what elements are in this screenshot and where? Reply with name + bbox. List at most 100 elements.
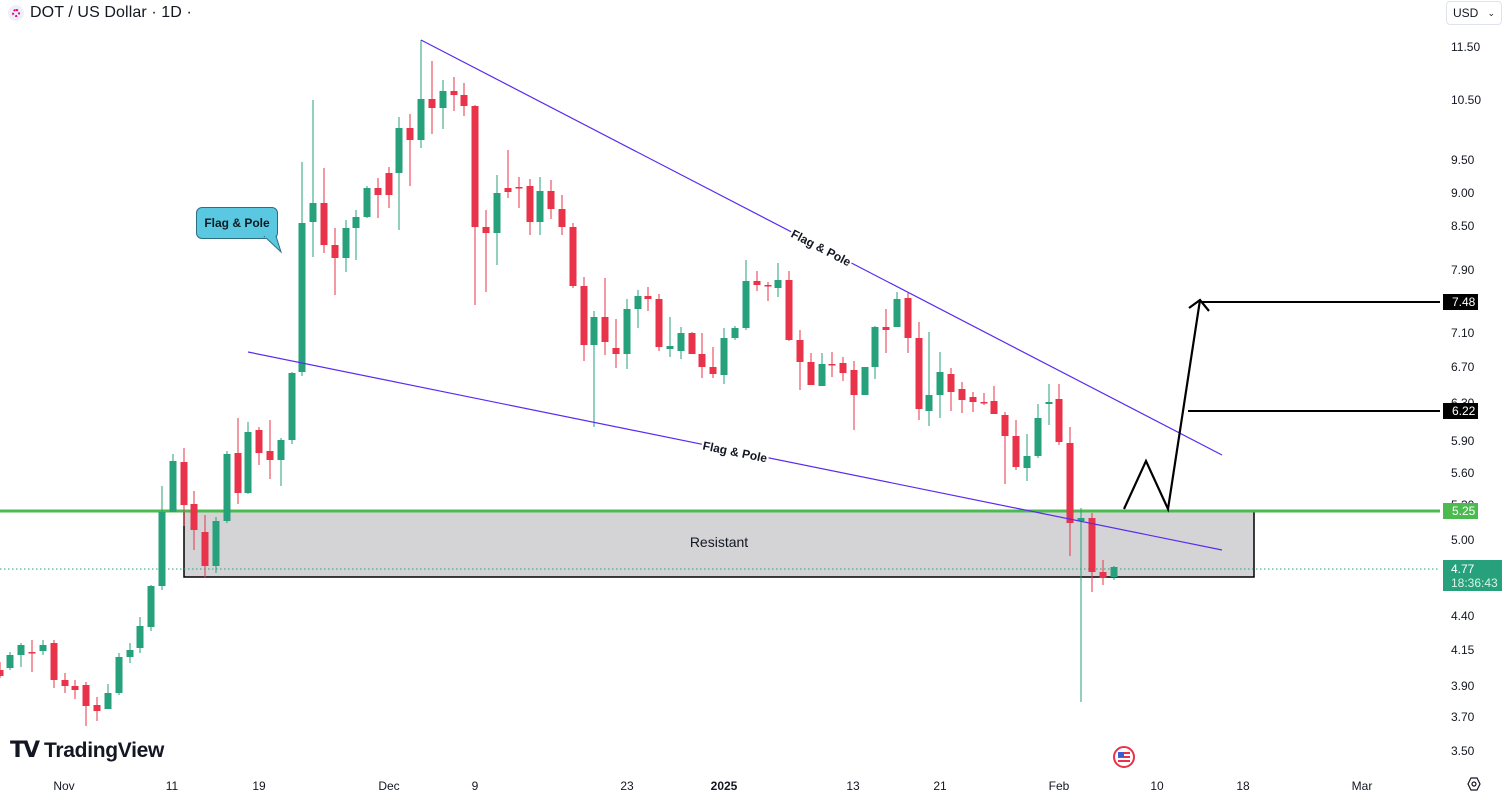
candle (839, 357, 847, 381)
candle (677, 327, 685, 359)
candle (50, 640, 58, 688)
candle (169, 454, 177, 512)
candle (385, 167, 393, 208)
candle (331, 228, 339, 295)
candle (623, 299, 631, 369)
candle (223, 451, 231, 523)
candle (655, 294, 663, 351)
time-tick-label: Dec (378, 779, 399, 793)
flag-pole-callout[interactable]: Flag & Pole (196, 207, 278, 239)
candle (266, 420, 274, 479)
candle (374, 178, 382, 218)
candle (569, 223, 577, 288)
candle (990, 386, 998, 414)
candle (190, 491, 198, 550)
candle (861, 367, 869, 395)
price-tick-label: 11.50 (1451, 40, 1480, 54)
time-tick-label: 13 (846, 779, 860, 793)
chart-header: DOT / US Dollar · 1D · (8, 2, 192, 24)
candle (93, 697, 101, 721)
projection-path[interactable] (1123, 299, 1202, 513)
candle (1088, 513, 1096, 592)
time-tick-label: 11 (166, 779, 179, 793)
price-tick-label: 3.50 (1451, 744, 1475, 758)
candle (201, 515, 209, 578)
price-tick-label: 9.50 (1451, 153, 1475, 167)
candle (460, 83, 468, 116)
time-axis[interactable]: Nov 11 19 Dec 9 23 2025 13 21 Feb 10 18 Mar (53, 779, 1372, 793)
candle (342, 220, 350, 272)
candle (1077, 508, 1085, 702)
candle (915, 322, 923, 420)
candle (320, 168, 328, 253)
candle (1045, 384, 1053, 425)
us-economic-event-icon[interactable] (1113, 746, 1135, 768)
price-tick-label: 7.90 (1451, 263, 1475, 277)
currency-value: USD (1453, 6, 1479, 20)
price-level-badge: 5.25 (1443, 503, 1478, 519)
candle (395, 117, 403, 230)
price-axis[interactable]: 11.5010.509.509.008.507.907.106.706.305.… (1451, 40, 1481, 758)
candle (147, 585, 155, 631)
candle (406, 114, 414, 186)
candle (439, 80, 447, 129)
symbol-title[interactable]: DOT / US Dollar · 1D · (30, 4, 192, 21)
candle (1034, 404, 1042, 458)
candle (0, 662, 4, 678)
candle (17, 643, 25, 667)
candle (742, 260, 750, 330)
last-price-value: 4.77 (1451, 562, 1475, 576)
time-tick-label: 2025 (711, 779, 738, 793)
candle (666, 317, 674, 357)
candle (104, 684, 112, 709)
candle (969, 392, 977, 412)
countdown-timer: 18:36:43 (1451, 576, 1498, 590)
svg-text:6.22: 6.22 (1452, 404, 1476, 418)
candle (580, 277, 588, 361)
candle (764, 282, 772, 301)
candle (1099, 560, 1107, 585)
resistant-zone-label: Resistant (690, 534, 748, 550)
time-tick-label: 21 (933, 779, 947, 793)
candle (277, 438, 285, 486)
candle (234, 418, 242, 504)
candle (731, 326, 739, 340)
time-tick-label: 23 (620, 779, 634, 793)
currency-selector[interactable]: USD ⌄ (1446, 1, 1502, 25)
tradingview-logo[interactable]: TV TradingView (10, 738, 164, 763)
callout-tail (263, 236, 283, 254)
candle (1012, 420, 1020, 470)
candle (720, 328, 728, 384)
price-tick-label: 4.15 (1451, 643, 1475, 657)
candle (818, 353, 826, 386)
candle (115, 653, 123, 695)
candle (504, 150, 512, 198)
candle (871, 326, 879, 379)
candle (850, 361, 858, 430)
lower-trendline-label: Flag & Pole (702, 439, 769, 466)
candle (158, 486, 166, 590)
price-tick-label: 9.00 (1451, 186, 1475, 200)
time-tick-label: Nov (53, 779, 74, 793)
resistant-zone[interactable] (183, 510, 1255, 578)
candle (785, 271, 793, 341)
price-tick-label: 8.50 (1451, 219, 1475, 233)
candle (126, 643, 134, 663)
candle (417, 40, 425, 148)
candle (1110, 566, 1118, 580)
candle (644, 287, 652, 311)
candle (244, 422, 252, 494)
projection-arrowhead (1188, 298, 1210, 312)
candle (298, 162, 306, 376)
candle (828, 352, 836, 377)
time-tick-label: Mar (1352, 779, 1373, 793)
price-tick-label: 5.90 (1451, 434, 1475, 448)
upper-trendline-label: Flag & Pole (789, 227, 854, 270)
candle (352, 210, 360, 260)
last-price-badge: 4.77 18:36:43 (1443, 560, 1502, 591)
price-tick-label: 10.50 (1451, 93, 1481, 107)
settings-gear-icon[interactable] (1466, 776, 1482, 792)
chevron-down-icon: ⌄ (1487, 7, 1495, 18)
candle (526, 179, 534, 235)
